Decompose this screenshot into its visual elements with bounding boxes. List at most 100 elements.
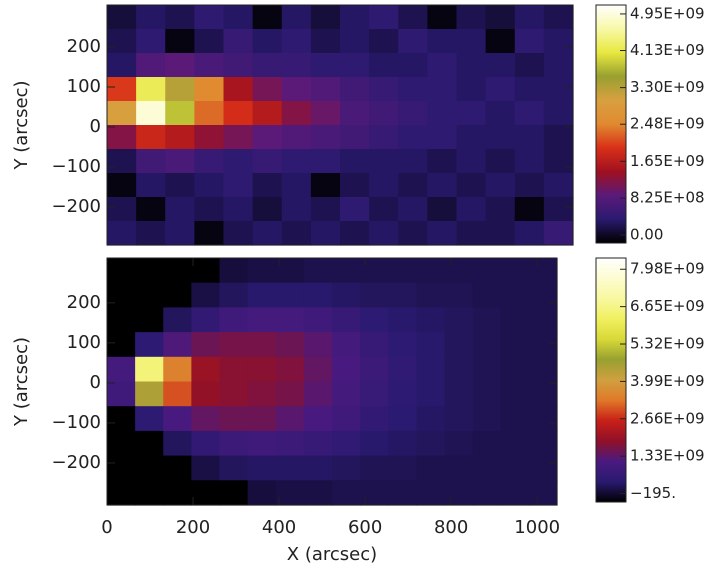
heatmap-cell	[543, 221, 574, 246]
heatmap-cell	[444, 356, 474, 383]
heatmap-cell	[500, 356, 530, 383]
heatmap-cell	[543, 29, 574, 54]
heatmap-cell	[163, 381, 192, 407]
heatmap-cell	[340, 5, 370, 30]
y-tick-label: 200	[67, 292, 101, 313]
heatmap-cell	[194, 173, 225, 198]
heatmap-cell	[340, 149, 370, 174]
heatmap-cell	[332, 356, 361, 383]
heatmap-cell	[398, 125, 428, 150]
heatmap-cell	[135, 332, 164, 358]
heatmap-cell	[163, 455, 192, 481]
colorbar-tick-label: 3.30E+09	[630, 78, 705, 96]
heatmap-cell	[107, 197, 137, 222]
heatmap-cell	[543, 197, 574, 222]
heatmap-cell	[107, 356, 136, 383]
heatmap-cell	[388, 258, 417, 284]
heatmap-cell	[223, 221, 254, 246]
heatmap-cell	[219, 258, 249, 284]
heatmap-cell	[514, 173, 545, 198]
heatmap-cell	[500, 332, 530, 358]
heatmap-cell	[369, 173, 399, 198]
heatmap-cell	[543, 53, 574, 78]
heatmap-cell	[416, 455, 446, 481]
heatmap-cell	[388, 307, 417, 333]
heatmap-cell	[340, 101, 370, 126]
heatmap-cell	[223, 197, 254, 222]
heatmap-cell	[398, 221, 428, 246]
heatmap-cell	[416, 430, 446, 457]
heatmap-cell	[281, 53, 312, 78]
y-tick-label: 0	[90, 372, 101, 393]
heatmap-cell	[388, 381, 417, 407]
heatmap-cell	[194, 53, 225, 78]
heatmap-cell	[163, 307, 192, 333]
heatmap-cell	[219, 430, 249, 457]
y-tick-label: 100	[67, 76, 101, 97]
heatmap-cell	[165, 29, 195, 54]
heatmap-cell	[332, 406, 361, 432]
heatmap-cell	[252, 221, 283, 246]
heatmap-cell	[252, 101, 283, 126]
heatmap-cell	[340, 173, 370, 198]
heatmap-cell	[485, 125, 516, 150]
heatmap-cell	[360, 307, 389, 333]
heatmap-cell	[388, 455, 417, 481]
heatmap-cell	[398, 53, 428, 78]
y-tick-label: −100	[52, 412, 101, 433]
heatmap-cell	[136, 5, 166, 30]
heatmap-cell	[219, 381, 249, 407]
heatmap-cell	[275, 406, 305, 432]
y-axis-label: Y (arcsec)	[11, 80, 32, 170]
heatmap-cell	[219, 455, 249, 481]
heatmap-cell	[360, 332, 389, 358]
heatmap-cell	[135, 282, 164, 308]
heatmap-cell	[194, 101, 225, 126]
heatmap-cell	[219, 406, 249, 432]
heatmap-cell	[275, 430, 305, 457]
plot-frame	[106, 4, 574, 246]
heatmap-cell	[360, 455, 389, 481]
heatmap-cell	[500, 430, 530, 457]
heatmap-cell	[163, 480, 192, 506]
heatmap-cell	[135, 406, 164, 432]
heatmap-cell	[107, 149, 137, 174]
heatmap-cell	[281, 77, 312, 102]
heatmap-cell	[369, 77, 399, 102]
colorbar-tick-label: 3.99E+09	[630, 372, 705, 390]
heatmap-cell	[369, 197, 399, 222]
heatmap-cell	[219, 332, 249, 358]
heatmap-cell	[514, 101, 545, 126]
heatmap-cell	[514, 77, 545, 102]
heatmap-cell	[194, 221, 225, 246]
heatmap-cell	[252, 149, 283, 174]
heatmap-cell	[252, 77, 283, 102]
y-tick-label: 100	[67, 332, 101, 353]
heatmap-cell	[444, 406, 474, 432]
heatmap-cell	[528, 480, 558, 506]
heatmap-cell	[528, 307, 558, 333]
heatmap-cell	[275, 258, 305, 284]
heatmap-cell	[191, 455, 221, 481]
heatmap-cell	[107, 430, 136, 457]
heatmap-cell	[398, 197, 428, 222]
heatmap-cell	[388, 406, 417, 432]
heatmap-cell	[136, 221, 166, 246]
heatmap-cell	[427, 149, 458, 174]
heatmap-cell	[281, 29, 312, 54]
heatmap-cell	[444, 430, 474, 457]
heatmap-cell	[194, 125, 225, 150]
heatmap-cell	[444, 480, 474, 506]
heatmap-cell	[247, 455, 277, 481]
heatmap-cell	[472, 381, 502, 407]
heatmap-cell	[165, 173, 195, 198]
heatmap-cell	[514, 149, 545, 174]
heatmap-cell	[281, 101, 312, 126]
heatmap-cell	[303, 282, 333, 308]
heatmap-cell	[136, 29, 166, 54]
heatmap-cell	[163, 430, 192, 457]
heatmap-cell	[427, 173, 458, 198]
heatmap-cell	[310, 101, 341, 126]
heatmap-cell	[369, 29, 399, 54]
heatmap-cell	[219, 356, 249, 383]
